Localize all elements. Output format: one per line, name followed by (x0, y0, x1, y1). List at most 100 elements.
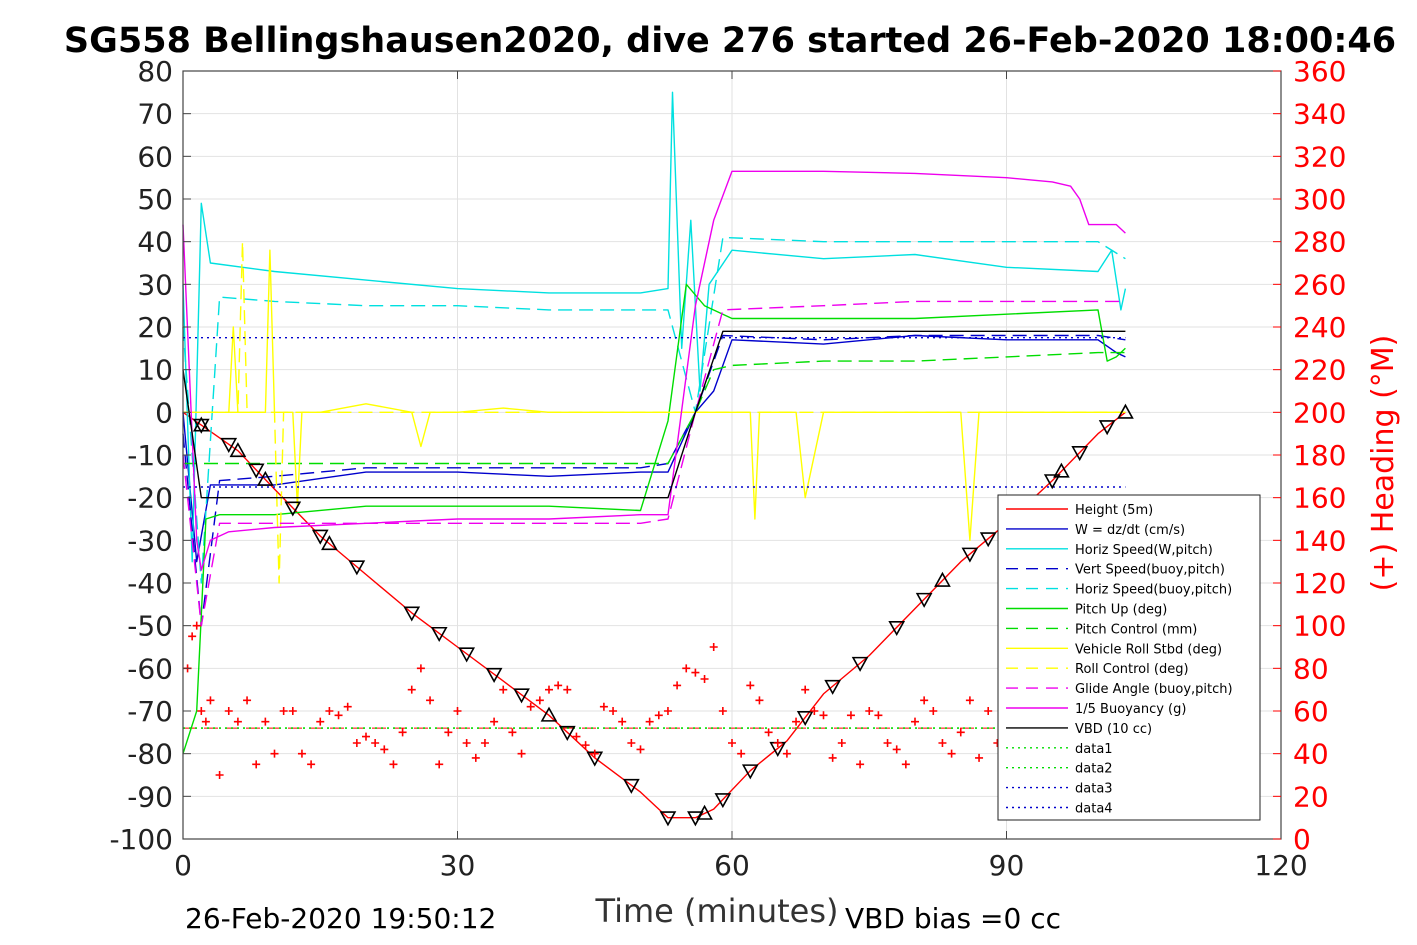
heading-point (380, 745, 389, 754)
y-tick-label: 70 (137, 98, 173, 131)
heading-point (956, 728, 965, 737)
legend-label-11: VBD (10 cc) (1075, 722, 1152, 737)
heading-point (764, 728, 773, 737)
heading-point (709, 643, 718, 651)
down-triangle-marker (430, 626, 448, 642)
heading-point (279, 707, 288, 715)
down-triangle-marker (796, 710, 814, 727)
right-y-tick-label: 260 (1293, 268, 1346, 301)
heading-point (261, 717, 270, 726)
legend-label-13: data2 (1075, 762, 1113, 777)
down-triangle-marker (403, 606, 421, 622)
heading-point (947, 749, 956, 758)
heading-point (545, 685, 553, 694)
series-line-9 (182, 300, 1126, 627)
legend-label-8: Roll Control (deg) (1075, 662, 1189, 677)
heading-point (398, 728, 407, 737)
down-triangle-marker (1043, 474, 1061, 490)
heading-point (856, 760, 865, 769)
up-triangle-marker (1053, 462, 1070, 478)
heading-point (201, 717, 210, 726)
heading-point (462, 739, 471, 747)
heading-point (618, 717, 627, 726)
heading-point (480, 739, 489, 747)
heading-point (554, 681, 563, 690)
right-y-axis-label: (+) Heading (°M) (1366, 335, 1401, 592)
x-tick-label: 30 (440, 849, 476, 882)
right-y-tick-label: 200 (1293, 396, 1346, 429)
up-triangle-marker (256, 470, 274, 486)
up-triangle-marker (540, 706, 558, 722)
y-tick-label: -40 (127, 567, 173, 600)
right-y-tick-label: 320 (1293, 140, 1346, 173)
y-tick-label: 60 (137, 140, 173, 173)
right-y-tick-label: 160 (1293, 482, 1346, 515)
y-tick-label: 80 (137, 55, 173, 88)
chart-title: SG558 Bellingshausen2020, dive 276 start… (64, 21, 1396, 61)
heading-point (975, 753, 984, 762)
right-y-tick-label: 180 (1293, 439, 1346, 472)
down-triangle-marker (714, 793, 732, 809)
y-tick-label: 50 (137, 183, 173, 216)
heading-point (892, 745, 901, 754)
legend-label-2: Horiz Speed(W,pitch) (1075, 543, 1213, 558)
heading-point (188, 632, 197, 641)
heading-point (782, 749, 791, 758)
heading-point (334, 711, 343, 720)
legend-label-3: Vert Speed(buoy,pitch) (1075, 563, 1225, 578)
heading-point (728, 739, 736, 747)
right-y-tick-label: 100 (1293, 610, 1346, 643)
y-tick-label: -60 (127, 652, 173, 685)
right-y-tick-label: 0 (1293, 823, 1311, 856)
y-tick-label: -50 (127, 610, 173, 643)
heading-point (517, 749, 526, 758)
y-tick-label: 40 (137, 226, 173, 259)
x-tick-label: 90 (989, 849, 1025, 882)
legend-label-6: Pitch Control (mm) (1075, 622, 1197, 637)
right-y-tick-label: 80 (1293, 652, 1329, 685)
up-triangle-marker (1117, 403, 1134, 419)
y-tick-label: -30 (127, 524, 173, 557)
heading-point (563, 685, 572, 694)
down-triangle-marker (1071, 446, 1089, 462)
heading-point (362, 732, 370, 741)
legend-label-0: Height (5m) (1075, 503, 1153, 518)
down-triangle-marker (458, 647, 476, 663)
right-y-tick-label: 220 (1293, 354, 1346, 387)
series-line-6 (183, 351, 1126, 465)
down-triangle-marker (888, 620, 906, 637)
heading-point (233, 717, 242, 726)
heading-point (416, 664, 425, 673)
heading-point (224, 707, 233, 715)
heading-point (865, 707, 874, 715)
heading-point (307, 760, 316, 769)
heading-point (581, 741, 590, 750)
legend-label-9: Glide Angle (buoy,pitch) (1075, 682, 1233, 697)
heading-point (192, 621, 201, 630)
axes: 0 30 60 90 120-100-90-80-70-60-50-40-30-20-1… (109, 55, 1346, 882)
series-line-8 (183, 240, 1126, 584)
x-tick-label: 0 (174, 849, 192, 882)
heading-point (297, 749, 306, 758)
vbd-bias-note: VBD bias =0 cc (845, 902, 1061, 935)
series-line-10 (182, 170, 1126, 571)
legend-label-12: data1 (1075, 742, 1113, 757)
down-triangle-marker (622, 778, 640, 794)
y-tick-label: -90 (127, 780, 173, 813)
down-triangle-marker (513, 688, 530, 704)
heading-point (920, 696, 929, 705)
down-triangle-marker (851, 656, 869, 672)
heading-point (984, 707, 993, 715)
right-y-tick-label: 20 (1293, 780, 1329, 813)
series-line-2 (182, 91, 1127, 563)
heading-point (929, 707, 938, 715)
heading-point (499, 685, 508, 694)
heading-point (508, 728, 517, 737)
x-tick-label: 60 (714, 849, 750, 882)
plot-area (182, 91, 1134, 827)
y-tick-label: -80 (127, 738, 173, 771)
heading-point (673, 681, 682, 690)
heading-point (572, 732, 581, 741)
heading-point (490, 717, 499, 726)
